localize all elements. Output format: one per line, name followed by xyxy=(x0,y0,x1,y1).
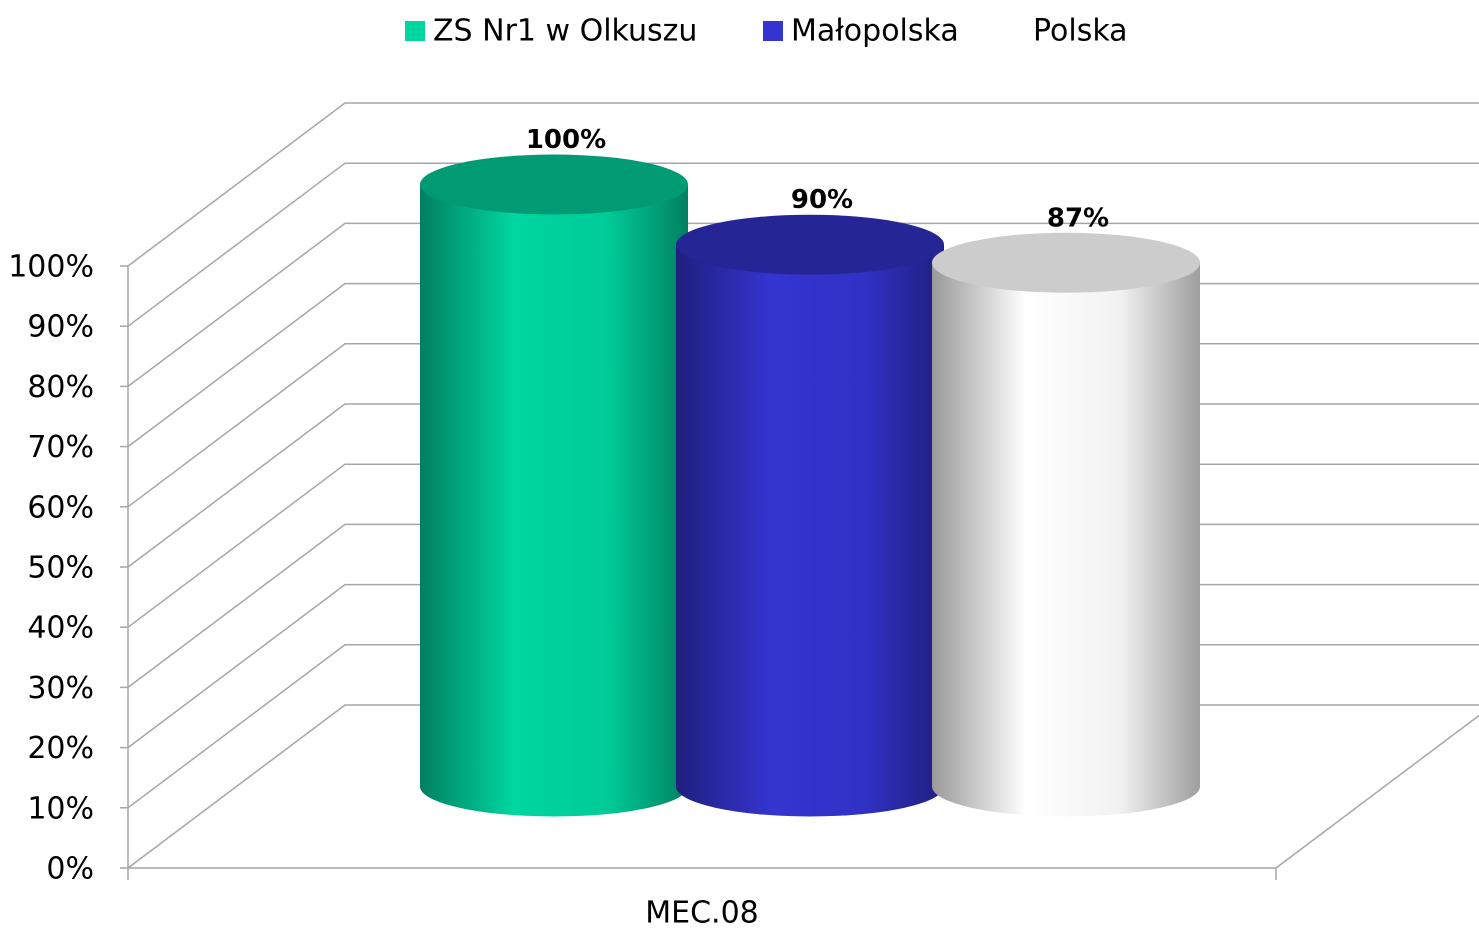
bar xyxy=(932,262,1200,817)
y-tick-label: 90% xyxy=(27,310,94,345)
bar-top xyxy=(932,232,1200,293)
y-tick-label: 0% xyxy=(46,852,94,887)
y-tick-label: 20% xyxy=(27,731,94,766)
legend-swatch xyxy=(405,21,425,41)
y-tick-label: 80% xyxy=(27,370,94,405)
y-tick-label: 30% xyxy=(27,671,94,706)
legend-label: Małopolska xyxy=(791,14,959,49)
data-label: 100% xyxy=(526,125,606,155)
data-label: 90% xyxy=(791,185,853,215)
grid-line xyxy=(127,162,1479,327)
bar xyxy=(420,184,688,817)
y-tick-label: 40% xyxy=(27,611,94,646)
bar xyxy=(676,244,944,817)
legend-swatch xyxy=(763,21,783,41)
floor-edge xyxy=(1275,714,1479,869)
y-tick-label: 100% xyxy=(8,250,94,285)
legend-swatch xyxy=(1005,21,1025,41)
y-tick-label: 10% xyxy=(27,791,94,826)
bar-top xyxy=(420,154,688,215)
data-label: 87% xyxy=(1047,203,1109,233)
y-tick-label: 50% xyxy=(27,551,94,586)
bar-top xyxy=(676,214,944,275)
legend-label: Polska xyxy=(1033,14,1128,49)
x-tick-label: MEC.08 xyxy=(645,896,759,931)
y-tick-label: 70% xyxy=(27,430,94,465)
grid-line xyxy=(127,222,1479,387)
y-tick-label: 60% xyxy=(27,490,94,525)
legend-label: ZS Nr1 w Olkuszu xyxy=(433,14,697,49)
grid-line xyxy=(127,102,1479,267)
